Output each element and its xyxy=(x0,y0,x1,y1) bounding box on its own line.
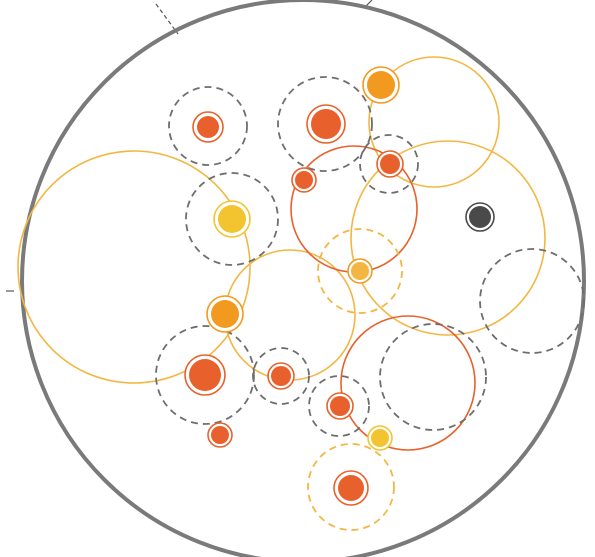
node-yellow-center xyxy=(351,262,369,280)
dashed-orange-circles xyxy=(307,228,403,531)
orange-outline-circle-top xyxy=(368,56,500,188)
dashed-circle-yellow-dot xyxy=(185,172,279,266)
dashed-circle-small-center-left xyxy=(252,347,310,405)
filled-nodes xyxy=(184,66,495,506)
node-bottom xyxy=(338,475,364,501)
node-lower-center-left xyxy=(271,366,291,386)
node-top-left xyxy=(197,116,219,138)
outer-boundary-circle xyxy=(20,0,586,557)
dashed-circle-right-edge xyxy=(479,248,585,354)
node-orange-top xyxy=(367,71,395,99)
dashed-orange-circle-bottom xyxy=(307,443,395,531)
orange-outline-circle-right xyxy=(350,140,546,336)
node-bottom-left xyxy=(211,426,229,444)
outline-circles xyxy=(17,56,546,451)
dashed-gray-circles xyxy=(155,76,585,437)
node-lower-left xyxy=(189,359,221,391)
node-orange-left xyxy=(211,300,239,328)
outer-tick-marks xyxy=(6,0,373,292)
node-dark xyxy=(469,206,491,228)
tick-mark-top-right xyxy=(365,0,373,7)
node-upper-right xyxy=(380,154,400,174)
dashed-circle-lower-right xyxy=(379,323,487,431)
large-orange-outline-circle-left xyxy=(17,150,251,384)
dashed-circle-top-center xyxy=(277,76,373,172)
node-lower-center xyxy=(330,396,350,416)
dashed-orange-circle-center xyxy=(317,228,403,314)
dashed-circle-small-center xyxy=(308,375,370,437)
node-yellow-left xyxy=(218,205,246,233)
node-upper-mid xyxy=(295,171,313,189)
node-yellow-bottom xyxy=(371,429,389,447)
node-top-center xyxy=(311,109,341,139)
dashed-circle-top-left xyxy=(168,86,248,166)
dashed-circle-small-top-right xyxy=(359,134,419,194)
red-outline-circle-lower xyxy=(340,315,476,451)
dashed-circle-lower-left xyxy=(155,325,255,425)
